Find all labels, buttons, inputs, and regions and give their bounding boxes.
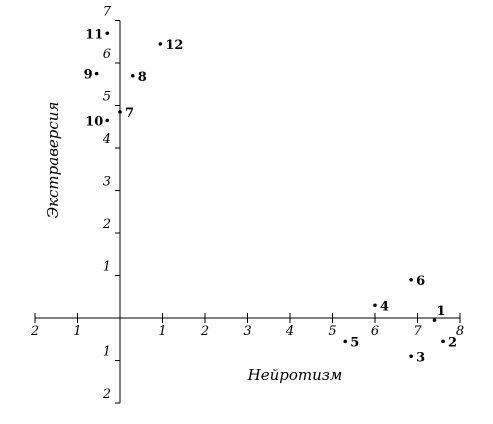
y-tick-label: 4	[102, 132, 111, 147]
y-tick-label: 5	[103, 90, 111, 105]
data-point-label: 2	[448, 335, 457, 350]
data-point-label: 7	[125, 106, 134, 121]
x-tick-label: 2	[200, 324, 209, 339]
data-point	[94, 71, 99, 76]
y-tick-label: 1	[103, 345, 111, 360]
y-tick-label: 3	[103, 175, 111, 190]
x-tick-label: 7	[413, 324, 422, 339]
y-axis-label: Экстраверсия	[44, 102, 62, 219]
data-point-label: 6	[416, 274, 425, 289]
y-tick-label: 2	[102, 217, 111, 232]
y-tick-label: 7	[103, 5, 112, 20]
data-point-label: 8	[138, 70, 147, 85]
data-point	[409, 354, 413, 359]
y-tick-label: 6	[103, 47, 111, 62]
data-point	[118, 110, 122, 114]
y-tick-label: 2	[102, 387, 111, 402]
y-tick-label: 1	[103, 260, 111, 275]
x-axis-label: Нейротизм	[247, 366, 343, 384]
data-point-label: 5	[350, 335, 359, 350]
x-tick-label: 3	[243, 324, 251, 339]
x-tick-label: 4	[285, 324, 294, 339]
data-point-label: 10	[85, 114, 103, 129]
data-point	[409, 277, 413, 282]
data-point-label: 3	[416, 350, 425, 365]
x-tick-label: 6	[371, 324, 379, 339]
data-point	[105, 118, 110, 123]
data-point	[441, 339, 445, 344]
data-point-label: 11	[85, 27, 103, 42]
data-point-label: 9	[84, 68, 93, 83]
x-tick-label: 1	[158, 324, 166, 339]
data-point	[130, 73, 135, 78]
x-tick-label: 2	[30, 324, 39, 339]
axes	[35, 20, 460, 403]
x-tick-label: 8	[456, 324, 464, 339]
data-point-label: 1	[437, 304, 446, 319]
data-point	[373, 303, 377, 308]
data-point	[432, 318, 437, 322]
data-point-label: 12	[165, 38, 183, 53]
data-point	[105, 31, 110, 36]
data-point	[343, 339, 348, 344]
data-point	[158, 42, 163, 46]
data-point-label: 4	[380, 299, 389, 314]
x-tick-label: 1	[73, 324, 81, 339]
x-tick-label: 5	[328, 324, 336, 339]
